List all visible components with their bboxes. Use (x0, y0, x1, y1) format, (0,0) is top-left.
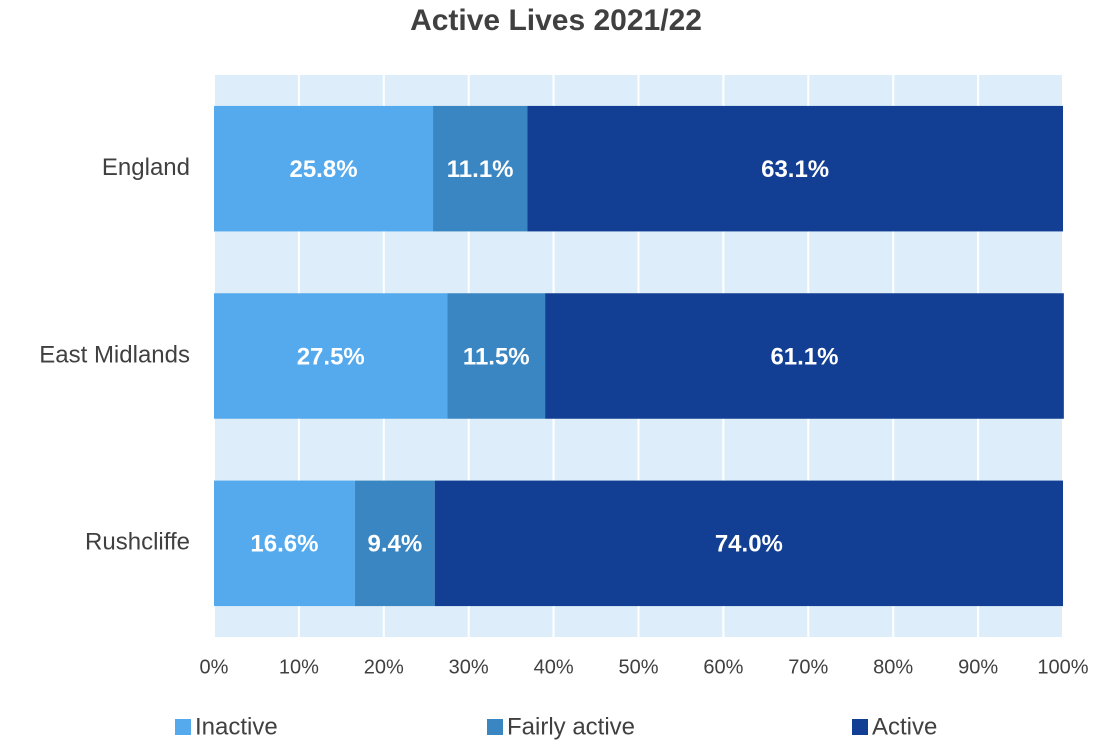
data-label: 16.6% (250, 531, 318, 558)
legend-swatch (175, 719, 191, 735)
x-tick-label: 70% (788, 656, 828, 678)
bar-segment (214, 105, 434, 232)
legend-label: Active (872, 713, 937, 740)
x-tick-label: 40% (534, 656, 574, 678)
x-tick-label: 30% (449, 656, 489, 678)
bar-segment (434, 480, 1063, 607)
x-tick-label: 90% (958, 656, 998, 678)
data-label: 74.0% (715, 531, 783, 558)
legend-swatch (852, 719, 868, 735)
legend-label: Inactive (195, 713, 278, 740)
y-tick-label: Rushcliffe (85, 529, 190, 556)
x-tick-label: 100% (1037, 656, 1088, 678)
data-label: 61.1% (770, 343, 838, 370)
bar-segment (447, 293, 546, 419)
y-tick-label: East Midlands (39, 341, 190, 368)
legend-label: Fairly active (507, 713, 635, 740)
data-label: 27.5% (297, 343, 365, 370)
x-tick-label: 20% (364, 656, 404, 678)
data-label: 63.1% (761, 156, 829, 183)
bar-segment (527, 105, 1063, 232)
chart-title: Active Lives 2021/22 (410, 4, 702, 37)
x-tick-label: 0% (200, 656, 229, 678)
x-tick-label: 60% (703, 656, 743, 678)
bar-segment (354, 480, 435, 607)
y-tick-label: England (102, 154, 190, 181)
data-label: 25.8% (289, 156, 357, 183)
data-label: 9.4% (367, 531, 422, 558)
x-tick-label: 10% (279, 656, 319, 678)
bar-segment (545, 293, 1064, 419)
x-tick-label: 50% (618, 656, 658, 678)
bar-segment (214, 293, 448, 419)
x-tick-label: 80% (873, 656, 913, 678)
bar-segment (433, 105, 528, 232)
data-label: 11.1% (447, 156, 514, 183)
data-label: 11.5% (463, 343, 530, 370)
legend-swatch (487, 719, 503, 735)
bar-segment (214, 480, 355, 607)
